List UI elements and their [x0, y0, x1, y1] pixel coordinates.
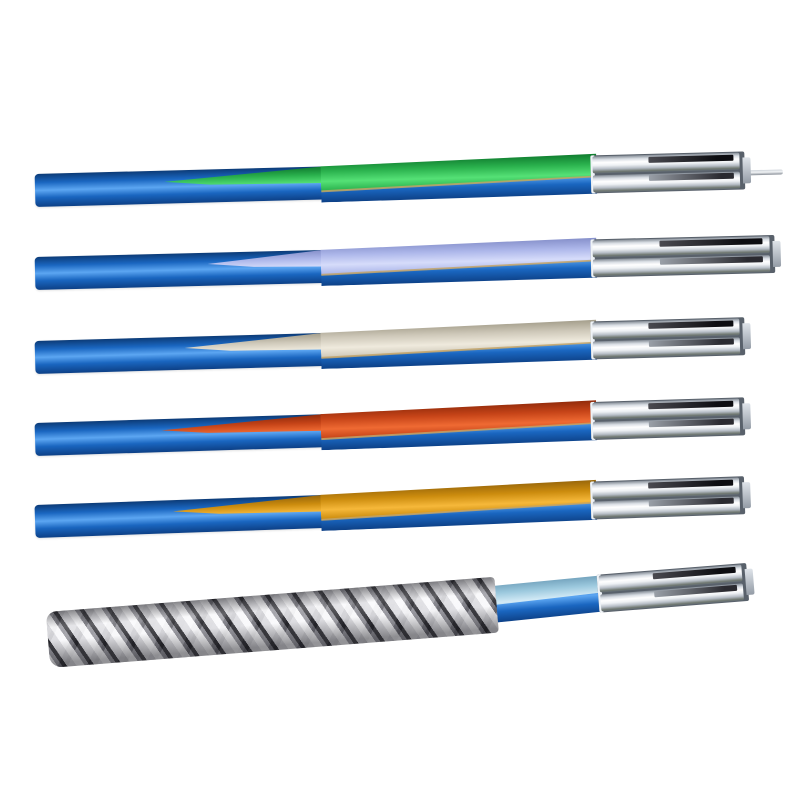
lavender-conductor-wedge — [35, 250, 324, 290]
sheath-upper-tube — [592, 398, 740, 420]
cable-red-pair — [34, 393, 752, 461]
blue-outer-jacket — [34, 166, 324, 207]
red-conductor-wedge — [35, 414, 324, 456]
sheath-upper-slot — [659, 238, 763, 247]
sheath-upper-slot — [648, 400, 734, 410]
cable-white-pair — [34, 313, 752, 379]
blue-outer-jacket — [34, 332, 324, 374]
sheath-end-step — [742, 482, 752, 509]
sheath-lower-tube — [592, 171, 741, 193]
twisted-pair-segment — [320, 479, 597, 531]
sheath-end-step — [742, 323, 752, 350]
green-conductor-wedge — [35, 166, 324, 207]
sheath-upper-slot — [652, 566, 737, 580]
cream-conductor-wedge — [35, 333, 324, 374]
metal-sheath-end — [596, 562, 755, 613]
sheath-upper-tube — [592, 236, 770, 258]
sheath-lower-tube — [592, 337, 741, 359]
twisted-pair-segment — [320, 400, 597, 450]
metal-sheath-end — [590, 234, 782, 278]
sheath-upper-tube — [592, 318, 740, 340]
sheath-end-step — [772, 240, 782, 267]
cable-lavender-pair — [34, 232, 782, 295]
orange-conductor-wedge — [34, 495, 323, 538]
sheath-end-step — [742, 403, 752, 430]
sheath-lower-tube — [592, 496, 741, 519]
sheath-lower-slot — [648, 418, 735, 428]
sheath-lower-slot — [648, 172, 735, 181]
cable-braided-shield — [45, 557, 755, 668]
sheath-end-step — [742, 157, 752, 184]
sheath-lower-tube — [592, 255, 771, 277]
stainless-braid-shield — [45, 576, 499, 668]
sheath-lower-tube — [592, 417, 741, 439]
sheath-lower-slot — [648, 497, 734, 507]
twisted-pair-segment — [320, 319, 597, 369]
twisted-pair-segment — [320, 237, 597, 286]
sheath-upper-tube — [592, 152, 740, 174]
sheath-end-step — [744, 568, 755, 596]
sheath-upper-slot — [647, 479, 734, 489]
sheath-lower-slot — [648, 338, 735, 347]
cable-orange-pair — [34, 472, 752, 543]
metal-sheath-end — [590, 397, 752, 441]
blue-outer-jacket — [34, 249, 324, 290]
cable-green-pair — [34, 147, 783, 212]
metal-sheath-end — [589, 476, 752, 520]
sheath-upper-slot — [648, 320, 734, 329]
twisted-pair-segment — [320, 153, 597, 202]
metal-sheath-end — [590, 317, 752, 360]
blue-outer-jacket — [34, 494, 324, 538]
metal-sheath-end — [590, 151, 752, 194]
sheath-lower-slot — [660, 256, 763, 265]
sheath-upper-slot — [648, 154, 734, 163]
blue-outer-jacket — [34, 414, 324, 456]
